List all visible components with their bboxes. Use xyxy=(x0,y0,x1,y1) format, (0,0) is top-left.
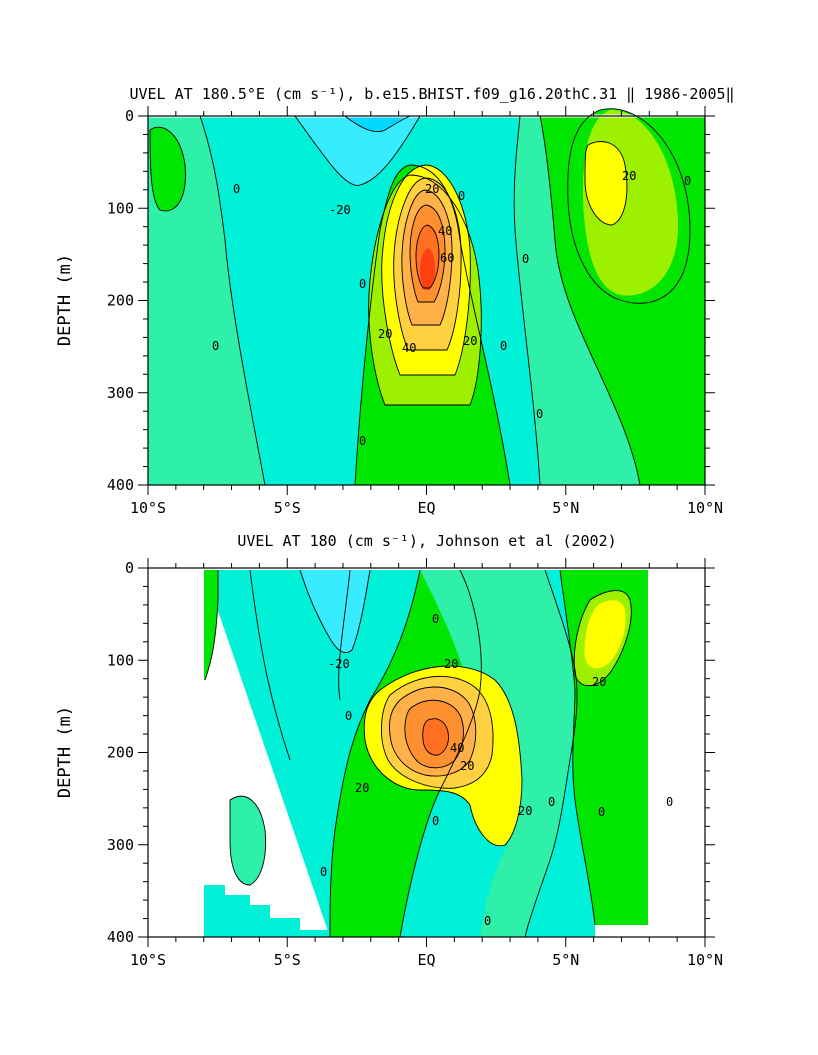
sec-surface xyxy=(295,116,420,186)
y-tick-label: 200 xyxy=(107,292,134,310)
clabel: 40 xyxy=(438,224,452,238)
x-tick-label: EQ xyxy=(417,499,435,517)
clabel: 20 xyxy=(444,657,458,671)
clabel: 0 xyxy=(536,407,543,421)
obs-right-band-1 xyxy=(420,570,578,937)
clabel: 20 xyxy=(425,182,439,196)
x-tick-label: 10°S xyxy=(130,499,166,517)
obs-left-pocket xyxy=(230,796,266,885)
panel-observed: UVEL AT 180 (cm s⁻¹), Johnson et al (200… xyxy=(55,532,723,969)
panel-model-contour-labels: 0 -20 20 40 60 20 40 20 0 0 0 0 0 20 0 0… xyxy=(212,169,691,448)
x-tick-label: 10°S xyxy=(130,951,166,969)
panel-model-ylabel: DEPTH (m) xyxy=(55,254,75,346)
obs-sec-surface xyxy=(300,570,370,653)
clabel: 0 xyxy=(500,339,507,353)
clabel: -20 xyxy=(329,203,351,217)
panel-observed-contours xyxy=(204,569,632,938)
panel-observed-title: UVEL AT 180 (cm s⁻¹), Johnson et al (200… xyxy=(237,532,616,550)
x-tick-label: 5°S xyxy=(274,951,301,969)
x-tick-label: 10°N xyxy=(687,951,723,969)
clabel: 0 xyxy=(458,189,465,203)
secc-core xyxy=(150,127,186,211)
y-tick-label: 100 xyxy=(107,199,134,217)
panel-model-title: UVEL AT 180.5°E (cm s⁻¹), b.e15.BHIST.f0… xyxy=(129,85,734,103)
y-tick-label: 400 xyxy=(107,476,134,494)
x-tick-label: 10°N xyxy=(687,499,723,517)
clabel: 20 xyxy=(460,759,474,773)
clabel: 20 xyxy=(355,781,369,795)
clabel: 0 xyxy=(484,914,491,928)
clabel: 20 xyxy=(592,675,606,689)
panel-observed-field xyxy=(204,570,648,937)
obs-euc-peak xyxy=(422,718,449,756)
clabel: 0 xyxy=(359,277,366,291)
clabel: 0 xyxy=(432,612,439,626)
clabel: 40 xyxy=(402,341,416,355)
clabel: 0 xyxy=(233,182,240,196)
clabel: 0 xyxy=(522,252,529,266)
obs-left-band xyxy=(204,570,218,680)
clabel: 0 xyxy=(666,795,673,809)
panel-observed-ylabel: DEPTH (m) xyxy=(55,706,75,798)
clabel: 0 xyxy=(598,805,605,819)
necc-core xyxy=(585,141,627,225)
y-tick-label: 300 xyxy=(107,384,134,402)
clabel: 20 xyxy=(518,804,532,818)
sec-surface-core xyxy=(345,116,410,132)
clabel: 40 xyxy=(450,741,464,755)
y-tick-label: 200 xyxy=(107,744,134,762)
y-tick-label: 300 xyxy=(107,836,134,854)
x-tick-label: 5°N xyxy=(552,499,579,517)
panel-model-contours xyxy=(149,108,691,486)
band-left xyxy=(148,116,265,485)
y-tick-label: 100 xyxy=(107,651,134,669)
clabel: 0 xyxy=(359,434,366,448)
y-tick-label: 0 xyxy=(125,559,134,577)
clabel: 0 xyxy=(345,709,352,723)
clabel: -20 xyxy=(328,657,350,671)
y-tick-label: 400 xyxy=(107,928,134,946)
x-tick-label: EQ xyxy=(417,951,435,969)
clabel: 0 xyxy=(432,814,439,828)
y-tick-label: 0 xyxy=(125,107,134,125)
clabel: 0 xyxy=(548,795,555,809)
clabel: 20 xyxy=(622,169,636,183)
panel-model: UVEL AT 180.5°E (cm s⁻¹), b.e15.BHIST.f0… xyxy=(55,85,735,517)
clabel: 0 xyxy=(320,865,327,879)
x-tick-label: 5°S xyxy=(274,499,301,517)
x-tick-label: 5°N xyxy=(552,951,579,969)
euc-core xyxy=(420,248,435,290)
clabel: 0 xyxy=(684,174,691,188)
obs-necc-core xyxy=(584,600,626,669)
clabel: 20 xyxy=(463,334,477,348)
clabel: 20 xyxy=(378,327,392,341)
clabel: 60 xyxy=(440,251,454,265)
clabel: 0 xyxy=(212,339,219,353)
panel-observed-contour-labels: 20 -20 0 20 40 20 20 0 0 0 0 0 0 20 0 xyxy=(320,612,673,928)
